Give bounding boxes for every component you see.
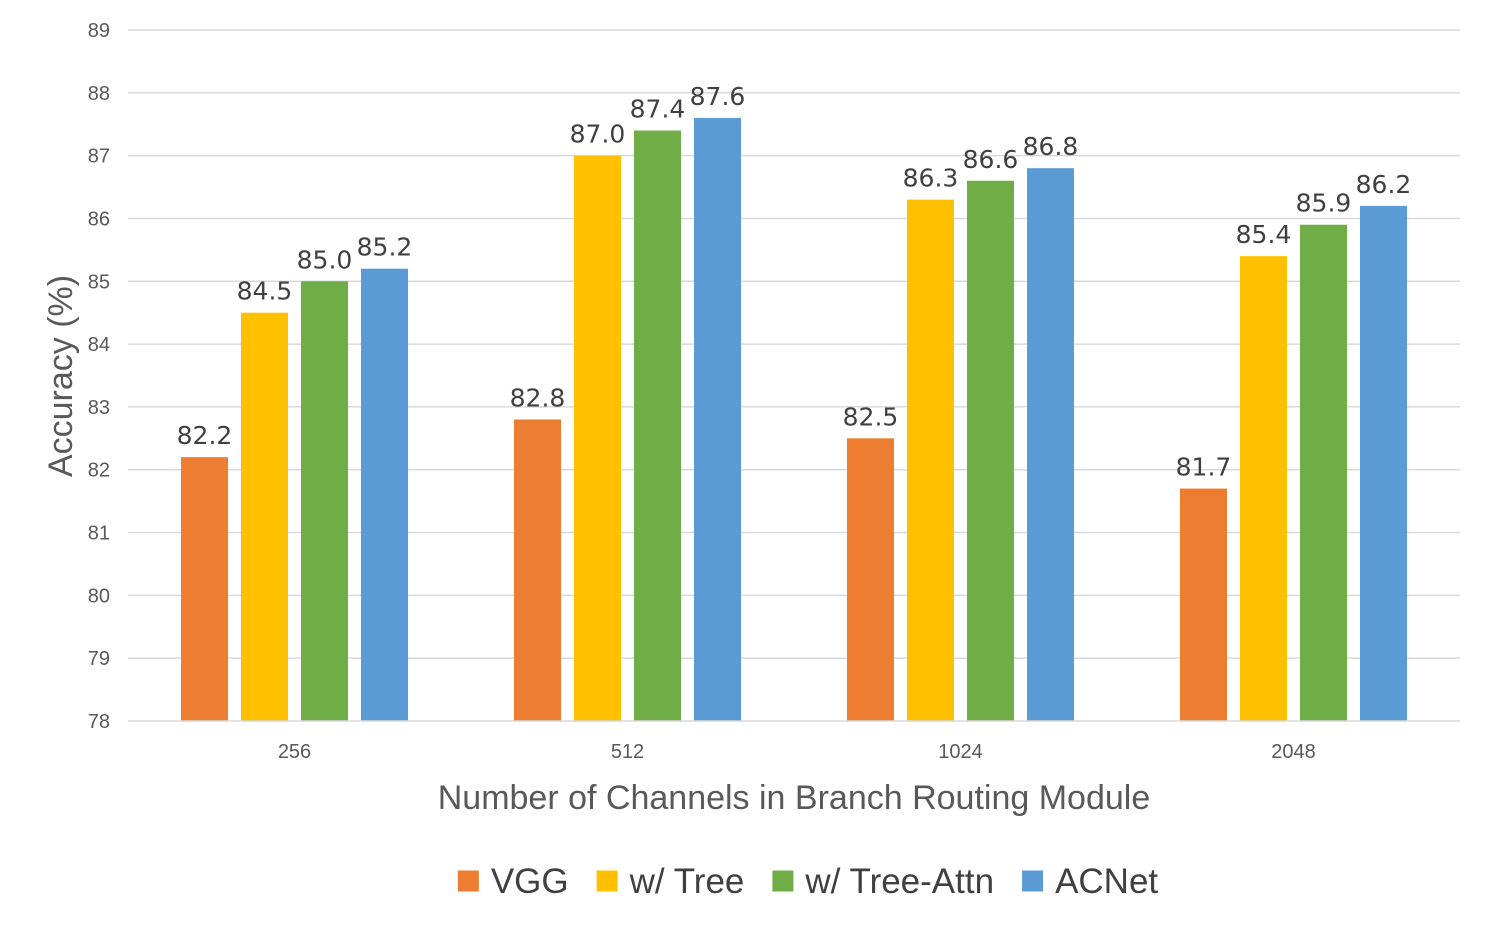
bar-vgg-1024 bbox=[847, 438, 894, 721]
data-label: 87.4 bbox=[630, 95, 686, 124]
data-label: 82.8 bbox=[510, 383, 566, 412]
y-tick-label: 78 bbox=[88, 711, 110, 733]
y-axis-ticks: 78 79 80 81 82 83 84 85 86 87 88 89 bbox=[88, 20, 110, 733]
data-label: 86.3 bbox=[903, 164, 959, 193]
y-tick-label: 82 bbox=[88, 460, 110, 482]
data-label: 86.8 bbox=[1023, 132, 1079, 161]
bar-w-tree-attn-1024 bbox=[967, 180, 1014, 721]
data-label: 85.2 bbox=[357, 233, 413, 262]
bar-w-tree-2048 bbox=[1240, 256, 1287, 721]
data-label: 86.2 bbox=[1356, 170, 1412, 199]
bar-acnet-2048 bbox=[1360, 205, 1407, 721]
data-label: 87.6 bbox=[690, 82, 746, 111]
x-axis-title: Number of Channels in Branch Routing Mod… bbox=[438, 779, 1151, 817]
bar-vgg-512 bbox=[514, 419, 561, 721]
bar-acnet-512 bbox=[694, 117, 741, 722]
x-tick-label: 256 bbox=[278, 741, 311, 763]
data-label: 82.5 bbox=[843, 402, 899, 431]
data-label: 81.7 bbox=[1176, 453, 1232, 482]
y-tick-label: 85 bbox=[88, 271, 110, 293]
legend-item-w-tree-attn: w/ Tree-Attn bbox=[772, 862, 994, 901]
data-label: 87.0 bbox=[570, 120, 626, 149]
x-tick-label: 1024 bbox=[938, 741, 983, 763]
legend-swatch bbox=[772, 870, 794, 892]
bar-vgg-2048 bbox=[1180, 488, 1227, 721]
y-axis-title: Accuracy (%) bbox=[42, 275, 80, 477]
legend-swatch bbox=[1022, 870, 1044, 892]
y-tick-label: 88 bbox=[88, 83, 110, 105]
y-tick-label: 89 bbox=[88, 20, 110, 42]
y-tick-label: 87 bbox=[88, 146, 110, 168]
y-tick-label: 81 bbox=[88, 523, 110, 545]
gridlines bbox=[128, 29, 1460, 659]
bar-vgg-256 bbox=[181, 457, 228, 721]
bar-w-tree-512 bbox=[574, 155, 621, 722]
y-tick-label: 83 bbox=[88, 397, 110, 419]
data-label: 86.6 bbox=[963, 145, 1019, 174]
bar-w-tree-attn-2048 bbox=[1300, 224, 1347, 721]
legend-item-acnet: ACNet bbox=[1022, 862, 1158, 901]
x-tick-label: 512 bbox=[611, 741, 644, 763]
y-tick-label: 80 bbox=[88, 585, 110, 607]
bars bbox=[181, 117, 1407, 722]
y-tick-label: 86 bbox=[88, 208, 110, 230]
bar-w-tree-1024 bbox=[907, 199, 954, 722]
legend-item-vgg: VGG bbox=[457, 862, 569, 901]
data-labels: 82.2 84.585.0 85.2 82.8 87.087.4 87.6 82.5 86.3… bbox=[177, 82, 1412, 482]
data-label: 82.2 bbox=[177, 421, 233, 450]
x-axis-ticks: 256 512 1024 2048 bbox=[278, 741, 1316, 763]
bar-acnet-1024 bbox=[1027, 168, 1074, 721]
legend-swatch bbox=[457, 870, 479, 892]
bar-acnet-256 bbox=[361, 268, 408, 721]
y-tick-label: 79 bbox=[88, 648, 110, 670]
bar-w-tree-256 bbox=[241, 312, 288, 721]
y-tick-label: 84 bbox=[88, 334, 110, 356]
legend-label: w/ Tree-Attn bbox=[804, 862, 994, 901]
x-tick-label: 2048 bbox=[1271, 741, 1316, 763]
data-label: 85.0 bbox=[297, 245, 353, 274]
legend: VGG w/ Tree w/ Tree-Attn ACNet bbox=[457, 862, 1158, 901]
data-label: 85.4 bbox=[1236, 220, 1292, 249]
bar-w-tree-attn-256 bbox=[301, 281, 348, 721]
legend-label: ACNet bbox=[1055, 862, 1158, 901]
legend-item-w-tree: w/ Tree bbox=[596, 862, 745, 901]
legend-label: w/ Tree bbox=[629, 862, 745, 901]
bar-w-tree-attn-512 bbox=[634, 130, 681, 721]
legend-swatch bbox=[596, 870, 618, 892]
legend-label: VGG bbox=[491, 862, 569, 901]
data-label: 84.5 bbox=[237, 277, 293, 306]
data-label: 85.9 bbox=[1296, 189, 1352, 218]
